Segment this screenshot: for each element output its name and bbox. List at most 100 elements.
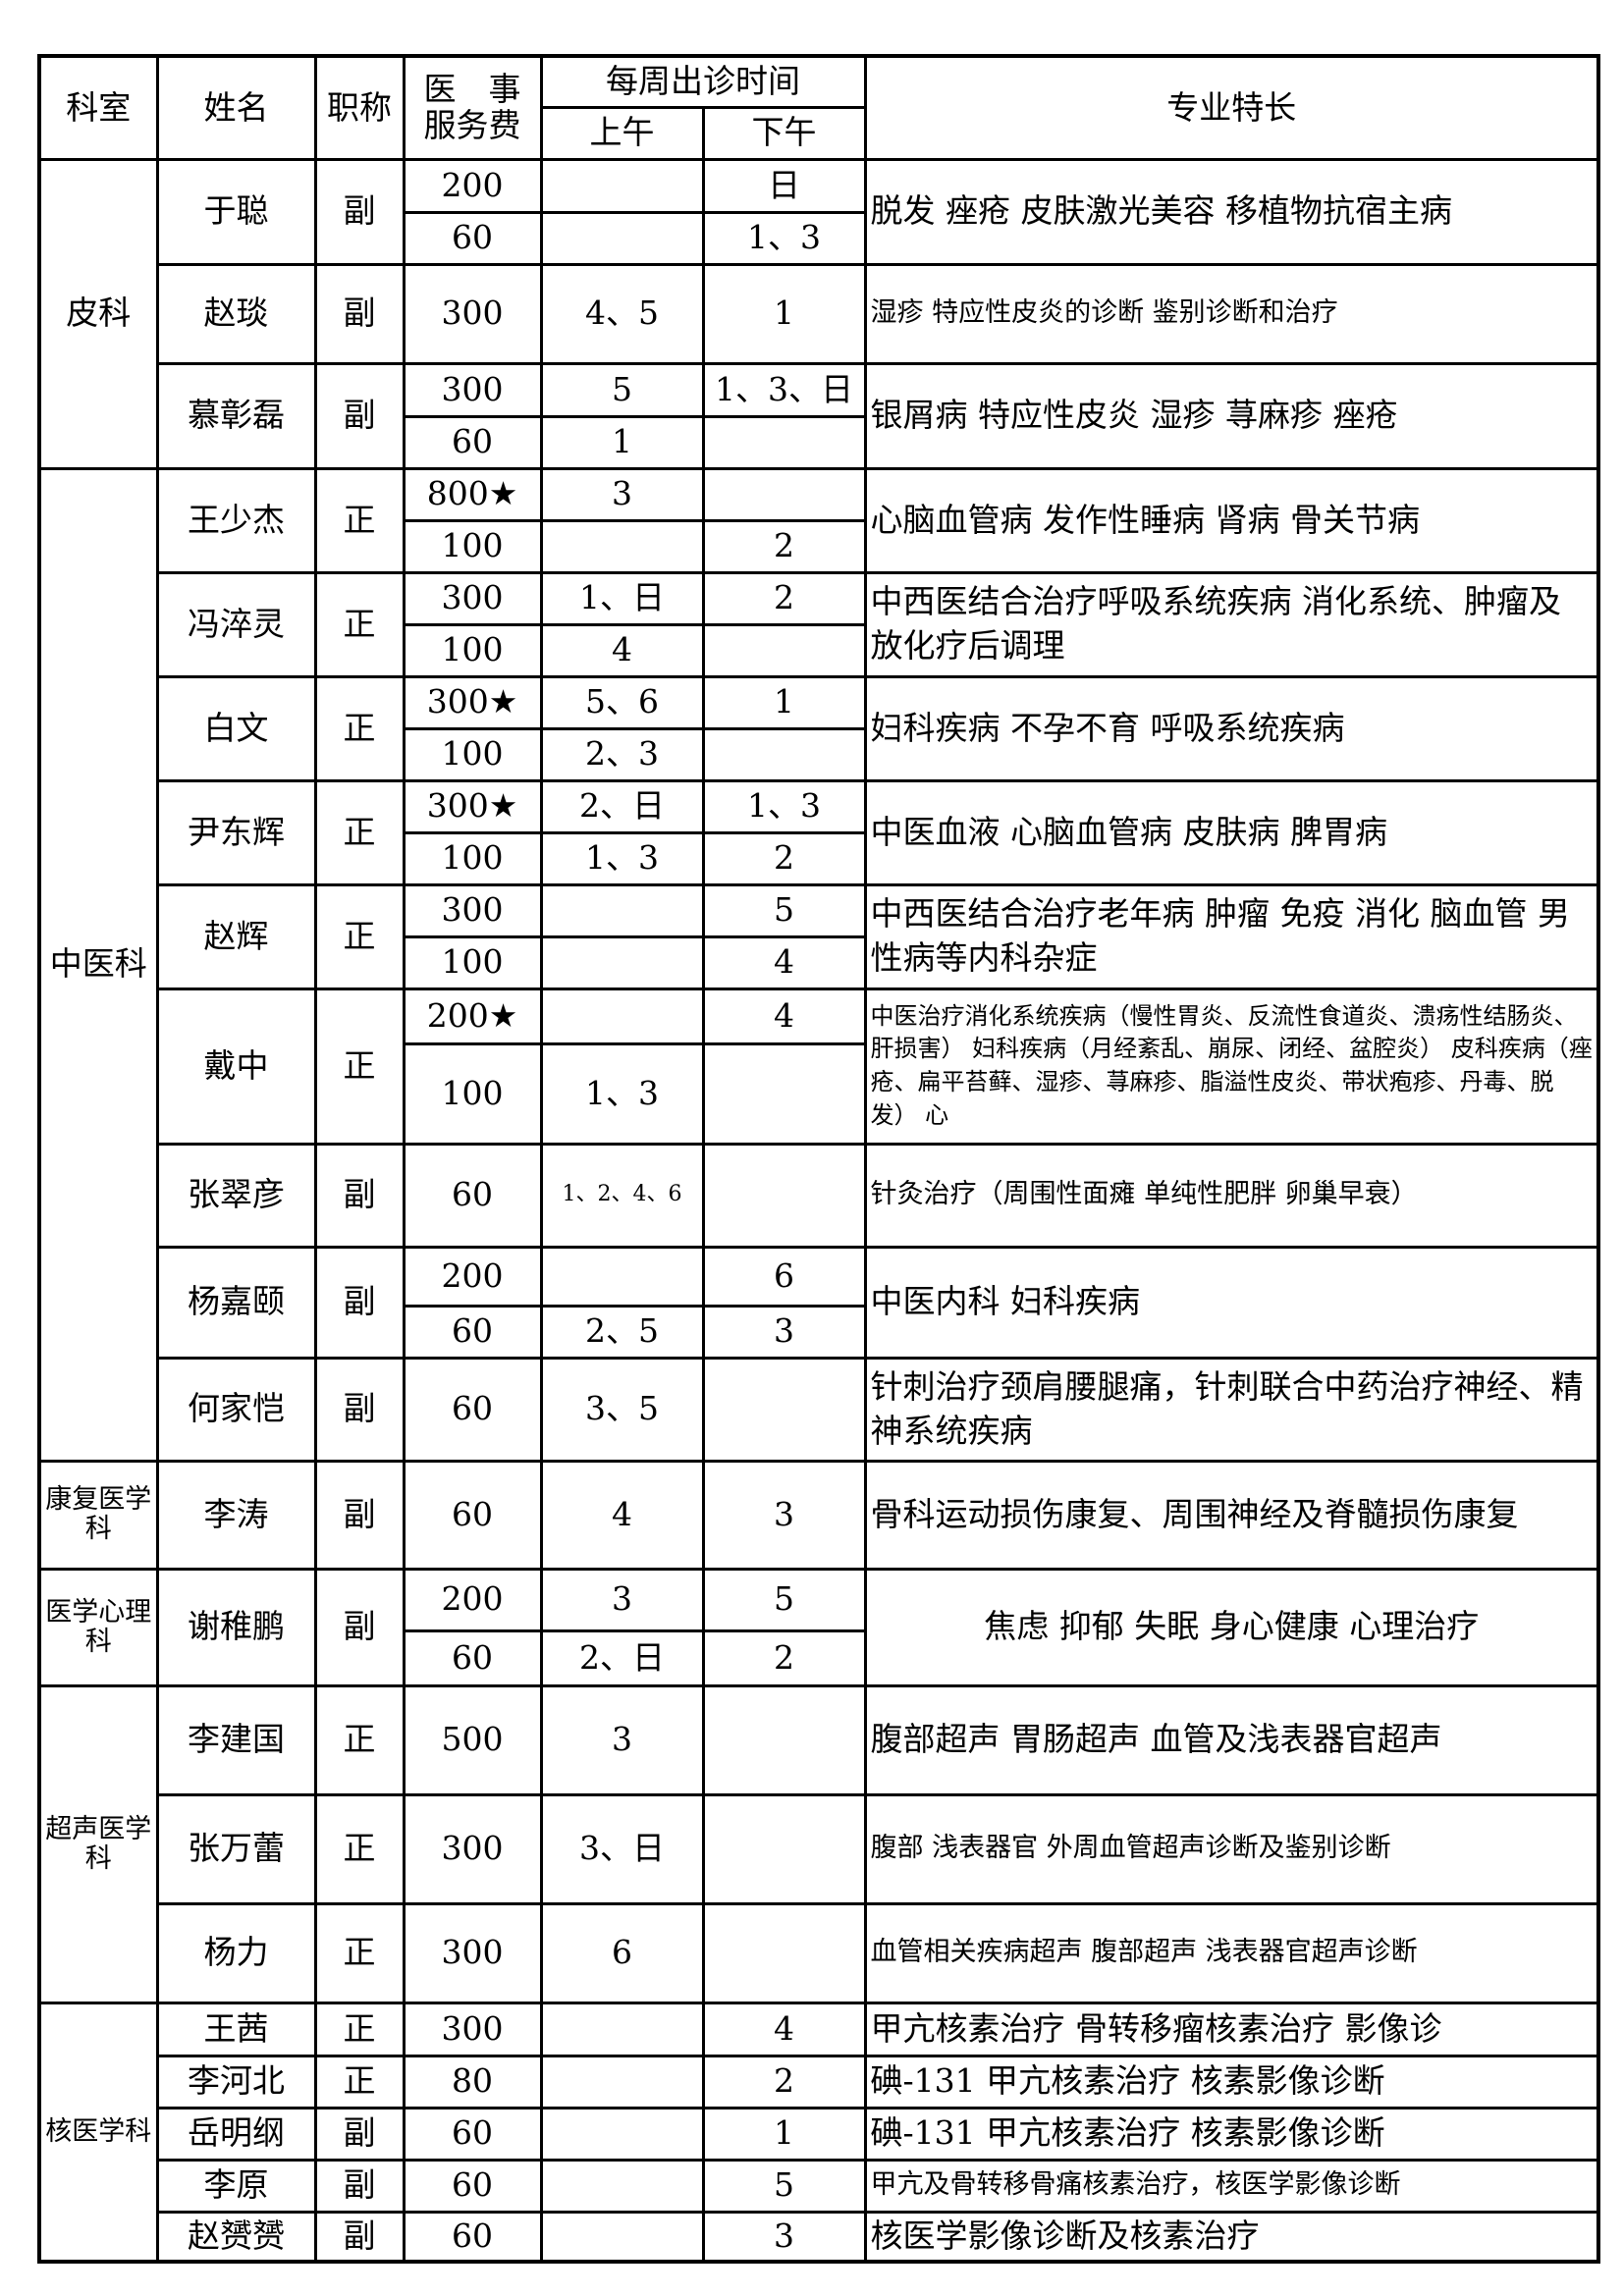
specialty-cell: 核医学影像诊断及核素治疗 (863, 2210, 1600, 2264)
am-schedule: 3 (539, 466, 705, 522)
fee-cell: 60 (402, 1304, 543, 1360)
fee-cell: 300 (402, 1901, 543, 2004)
specialty-cell: 中医治疗消化系统疾病（慢性胃炎、反流性食道炎、溃疡性结肠炎、肝损害） 妇科疾病（… (863, 987, 1600, 1146)
am-schedule: 1、3 (539, 1041, 705, 1146)
specialty-cell: 碘-131 甲亢核素治疗 核素影像诊断 (863, 2106, 1600, 2162)
pm-schedule: 5 (701, 2158, 867, 2214)
table-row: 皮科 于聪副 200 日脱发 痤疮 皮肤激光美容 移植物抗宿主病 (37, 157, 1600, 470)
fee-cell: 60 (402, 1629, 543, 1687)
department-cell: 核医学科 (37, 2001, 159, 2264)
table-row: 60 1 (39, 414, 1598, 470)
specialty-cell: 针刺治疗颈肩腰腿痛，针刺联合中药治疗神经、精神系统疾病 (863, 1356, 1600, 1463)
table-row: 慕彰磊副 300 5 1、3、日 银屑病 特应性皮炎 湿疹 荨麻疹 痤疮 (39, 361, 1600, 470)
am-schedule: 1、3 (539, 830, 705, 886)
fee-cell: 100 (402, 830, 543, 886)
doctor-name: 赵琰 (155, 262, 317, 365)
doctor-title: 副 (313, 262, 406, 365)
table-row: 100 2 (39, 518, 1598, 574)
am-schedule (539, 934, 705, 990)
department-cell: 皮科 (37, 157, 159, 470)
pm-schedule: 2 (701, 2054, 867, 2109)
doctor-title: 正 (313, 882, 406, 990)
table-row: 赵辉正 300 5 中西医结合治疗老年病 肿瘤 免疫 消化 脑血管 男性病等内科杂症 (39, 882, 1600, 990)
am-schedule: 1、2、4、6 (539, 1142, 705, 1249)
department-cell: 医学心理科 (37, 1567, 159, 1687)
fee-cell: 80 (402, 2054, 543, 2109)
table-row: 张万蕾正 300 3、日 腹部 浅表器官 外周血管超声诊断及鉴别诊断 (39, 1792, 1600, 1905)
am-schedule: 5、6 (539, 674, 705, 730)
pm-schedule (701, 414, 867, 470)
specialty-cell: 针灸治疗（周围性面瘫 单纯性肥胖 卵巢早衰） (863, 1142, 1600, 1249)
doctor-name: 白文 (155, 674, 317, 782)
specialty-cell: 中西医结合治疗老年病 肿瘤 免疫 消化 脑血管 男性病等内科杂症 (863, 882, 1600, 990)
specialty-cell: 银屑病 特应性皮炎 湿疹 荨麻疹 痤疮 (863, 361, 1600, 470)
pm-schedule: 5 (701, 1567, 867, 1632)
fee-cell: 60 (402, 1459, 543, 1571)
doctor-name: 李建国 (155, 1683, 317, 1796)
specialty-cell: 甲亢核素治疗 骨转移瘤核素治疗 影像诊 (863, 2001, 1600, 2057)
doctor-title: 副 (313, 1356, 406, 1463)
table-row: 何家恺副 60 3、5 针刺治疗颈肩腰腿痛，针刺联合中药治疗神经、精神系统疾病 (39, 1356, 1600, 1463)
am-schedule: 3 (539, 1567, 705, 1632)
table-row: 岳明纲副 60 1 碘-131 甲亢核素治疗 核素影像诊断 (39, 2106, 1600, 2162)
table-row: 白文正 300★ 5、6 1 妇科疾病 不孕不育 呼吸系统疾病 (39, 674, 1600, 782)
table-row: 尹东辉正 300★ 2、日 1、3 中医血液 心脑血管病 皮肤病 脾胃病 (39, 778, 1600, 886)
pm-schedule: 1、3、日 (701, 361, 867, 418)
fee-cell: 800★ (402, 466, 543, 522)
specialty-cell: 中医内科 妇科疾病 (863, 1245, 1600, 1360)
pm-schedule: 3 (701, 1304, 867, 1360)
pm-schedule: 1 (701, 2106, 867, 2162)
table-row: 康复医学科 李涛副 60 4 3 骨科运动损伤康复、周围神经及脊髓损伤康复 (37, 1459, 1600, 1571)
fee-cell: 300★ (402, 674, 543, 730)
pm-schedule: 1 (701, 674, 867, 730)
doctor-title: 副 (313, 157, 406, 266)
fee-cell: 200★ (402, 987, 543, 1045)
fee-cell: 500 (402, 1683, 543, 1796)
table-row: 张翠彦副 60 1、2、4、6 针灸治疗（周围性面瘫 单纯性肥胖 卵巢早衰） (39, 1142, 1600, 1249)
pm-schedule: 1、3 (701, 778, 867, 834)
specialty-cell: 腹部 浅表器官 外周血管超声诊断及鉴别诊断 (863, 1792, 1600, 1905)
pm-schedule: 2 (701, 1629, 867, 1687)
doctor-name: 岳明纲 (155, 2106, 317, 2162)
doctor-name: 李涛 (155, 1459, 317, 1571)
fee-cell: 300 (402, 1792, 543, 1905)
pm-schedule (701, 466, 867, 522)
specialty-cell: 焦虑 抑郁 失眠 身心健康 心理治疗 (863, 1567, 1600, 1687)
table-row: 超声医学科 李建国正 500 3 腹部超声 胃肠超声 血管及浅表器官超声 (37, 1683, 1600, 2004)
doctor-title: 正 (313, 2054, 406, 2109)
doctor-name: 李原 (155, 2158, 317, 2214)
specialty-cell: 心脑血管病 发作性睡病 肾病 骨关节病 (863, 466, 1600, 574)
doctor-title: 副 (313, 2158, 406, 2214)
am-schedule (539, 1245, 705, 1308)
table-row: 冯淬灵正 300 1、日 2 中西医结合治疗呼吸系统疾病 消化系统、肿瘤及放化疗后调理 (39, 570, 1600, 678)
doctor-name: 杨嘉颐 (155, 1245, 317, 1360)
am-schedule: 2、日 (539, 778, 705, 834)
pm-schedule: 日 (701, 157, 867, 214)
table-row: 赵琰副 300 4、5 1 湿疹 特应性皮炎的诊断 鉴别诊断和治疗 (39, 262, 1600, 365)
am-schedule: 1 (539, 414, 705, 470)
doctor-title: 副 (313, 1459, 406, 1571)
doctor-title: 正 (313, 466, 406, 574)
fee-cell: 300★ (402, 778, 543, 834)
doctor-title: 副 (313, 2106, 406, 2162)
pm-schedule: 3 (701, 2210, 867, 2264)
doctor-name: 王少杰 (155, 466, 317, 574)
schedule-body: 皮科 于聪副 200 日脱发 痤疮 皮肤激光美容 移植物抗宿主病 60 1、3 赵琰副 300… (37, 157, 1600, 2264)
doctor-title: 正 (313, 1901, 406, 2004)
am-schedule: 3 (539, 1683, 705, 1796)
doctor-name: 尹东辉 (155, 778, 317, 886)
doctor-title: 正 (313, 1792, 406, 1905)
am-schedule (539, 2210, 705, 2264)
doctor-title: 正 (313, 674, 406, 782)
am-schedule (539, 518, 705, 574)
header-name: 姓名 (155, 54, 317, 161)
fee-cell: 60 (402, 1142, 543, 1249)
specialty-cell: 骨科运动损伤康复、周围神经及脊髓损伤康复 (863, 1459, 1600, 1571)
fee-cell: 100 (402, 726, 543, 782)
am-schedule (539, 2106, 705, 2162)
pm-schedule (701, 1356, 867, 1463)
pm-schedule: 4 (701, 934, 867, 990)
header-department: 科室 (37, 54, 159, 161)
am-schedule (539, 2054, 705, 2109)
department-cell: 超声医学科 (37, 1683, 159, 2004)
